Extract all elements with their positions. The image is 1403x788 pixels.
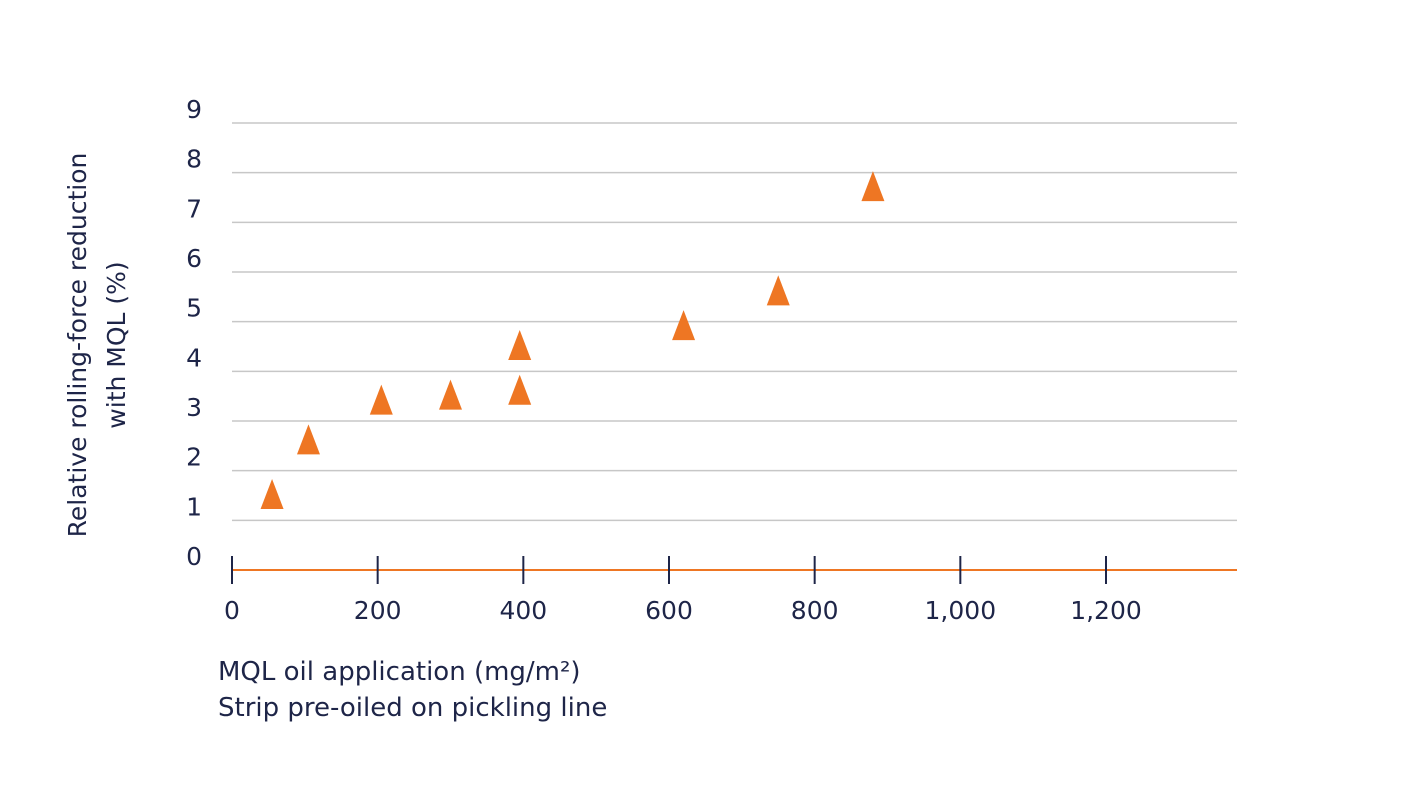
y-tick-label-0: 0	[186, 542, 202, 571]
y-tick-label-8: 8	[186, 145, 202, 174]
y-tick-label-6: 6	[186, 244, 202, 273]
data-point-triangle-8	[861, 171, 885, 202]
x-axis-title: MQL oil application (mg/m²) Strip pre-oi…	[218, 654, 607, 726]
y-axis-title-line1: Relative rolling-force reduction	[63, 153, 92, 538]
x-tick-label-600: 600	[645, 596, 693, 625]
data-point-triangle-7	[766, 275, 790, 306]
x-tick-labels: 0 200 400 600 800 1,000 1,200	[224, 596, 1142, 625]
gridlines	[232, 122, 1237, 522]
y-tick-label-7: 7	[186, 194, 202, 223]
x-tick-label-800: 800	[791, 596, 839, 625]
y-tick-label-1: 1	[186, 492, 202, 521]
x-axis-title-line1: MQL oil application (mg/m²)	[218, 657, 581, 687]
x-axis	[231, 556, 1237, 584]
data-point-triangle-3	[439, 379, 462, 410]
y-axis-title-line2: with MQL (%)	[102, 261, 131, 428]
data-point-triangle-4	[508, 374, 532, 405]
data-point-triangle-0	[260, 479, 284, 509]
data-point-triangle-5	[508, 330, 532, 360]
y-tick-label-9: 9	[186, 95, 202, 124]
y-tick-label-2: 2	[186, 443, 202, 472]
x-tick-label-1200: 1,200	[1070, 596, 1142, 625]
y-tick-label-4: 4	[186, 343, 202, 372]
x-tick-label-1000: 1,000	[925, 596, 997, 625]
x-tick-label-200: 200	[354, 596, 402, 625]
data-point-triangle-2	[369, 384, 393, 415]
data-point-triangle-6	[672, 310, 696, 341]
data-point-triangle-1	[296, 424, 320, 455]
x-tick-label-400: 400	[499, 596, 547, 625]
x-axis-title-line2: Strip pre-oiled on pickling line	[218, 693, 608, 723]
data-points	[260, 171, 885, 509]
y-tick-label-3: 3	[186, 393, 202, 422]
y-tick-label-5: 5	[186, 294, 202, 323]
y-tick-labels: 0 1 2 3 4 5 6 7 8 9	[186, 95, 202, 571]
x-tick-label-0: 0	[224, 596, 240, 625]
